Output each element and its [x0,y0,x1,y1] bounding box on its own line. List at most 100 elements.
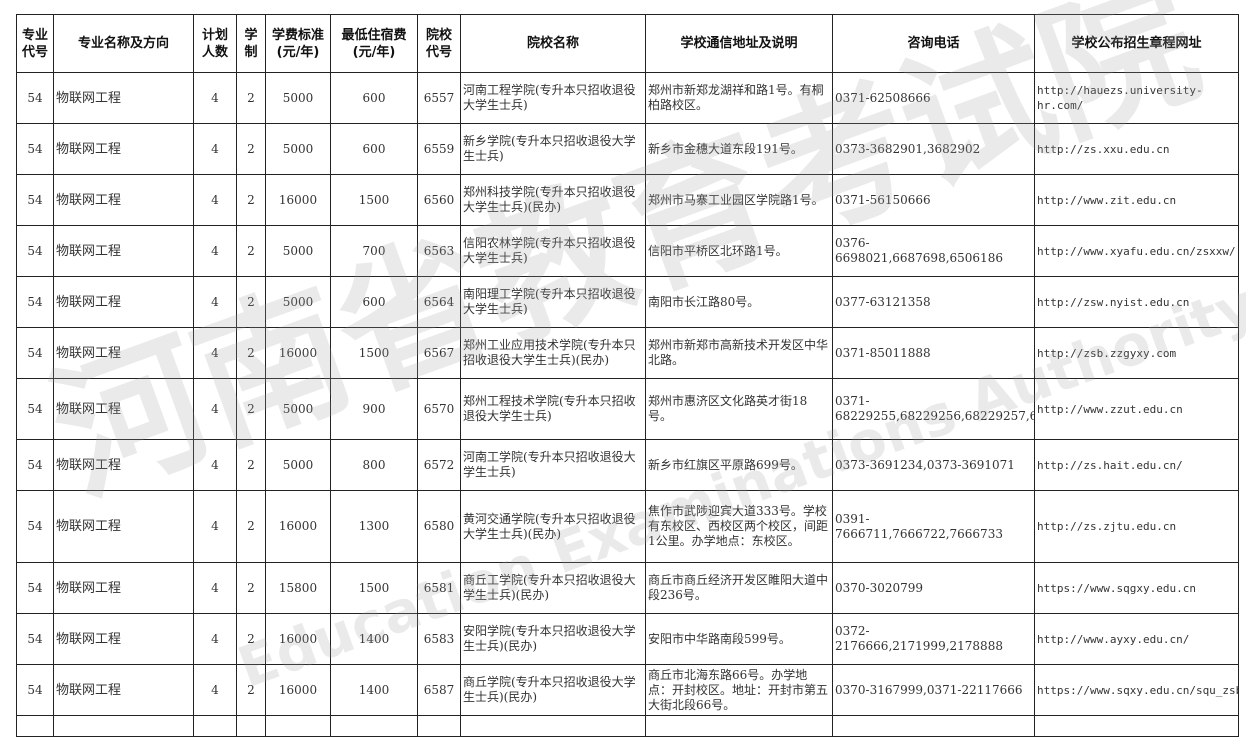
table-row-partial [16,715,1239,737]
major-name-cell: 物联网工程 [53,664,194,716]
phone-cell: 0371-68229255,68229256,68229257,68229258 [832,378,1035,440]
charter-url-cell[interactable]: http://hauezs.university-hr.com/ [1034,72,1239,124]
charter-url-cell[interactable]: https://www.sqgxy.edu.cn [1034,562,1239,614]
plan-count-cell: 4 [193,327,237,379]
address-cell: 郑州市惠济区文化路英才街18号。 [645,378,833,440]
lodging-fee-cell: 600 [330,72,418,124]
major-name-cell: 物联网工程 [53,174,194,226]
tuition-cell: 16000 [265,613,331,665]
school-name-cell: 南阳理工学院(专升本只招收退役大学生士兵) [460,276,646,328]
phone-cell: 0372-2176666,2171999,2178888 [832,613,1035,665]
empty-cell [16,715,54,737]
school-name-cell: 郑州科技学院(专升本只招收退役大学生士兵)(民办) [460,174,646,226]
table-row: 54 物联网工程 4 2 16000 1500 6560 郑州科技学院(专升本只招收退役大学生… [16,174,1239,226]
major-name-cell: 物联网工程 [53,490,194,563]
duration-cell: 2 [236,174,266,226]
admissions-table: 专业代号 专业名称及方向 计划人数 学制 学费标准(元/年) 最低住宿费(元/年) 院校代号… [16,14,1239,737]
school-code-cell: 6560 [417,174,461,226]
empty-cell [645,715,833,737]
major-name-cell: 物联网工程 [53,327,194,379]
empty-cell [330,715,418,737]
school-code-cell: 6559 [417,123,461,175]
charter-url-cell[interactable]: http://zsb.zzgyxy.com [1034,327,1239,379]
school-name-cell: 新乡学院(专升本只招收退役大学生士兵) [460,123,646,175]
address-cell: 商丘市北海东路66号。办学地点：开封校区。地址：开封市第五大街北段66号。 [645,664,833,716]
header-tuition: 学费标准(元/年) [265,14,331,73]
school-name-cell: 商丘学院(专升本只招收退役大学生士兵)(民办) [460,664,646,716]
school-code-cell: 6581 [417,562,461,614]
lodging-fee-cell: 1500 [330,562,418,614]
charter-url-cell[interactable]: http://www.ayxy.edu.cn/ [1034,613,1239,665]
empty-cell [1034,715,1239,737]
school-name-cell: 商丘工学院(专升本只招收退役大学生士兵)(民办) [460,562,646,614]
school-code-cell: 6580 [417,490,461,563]
charter-url-cell[interactable]: http://zsw.nyist.edu.cn [1034,276,1239,328]
phone-cell: 0371-85011888 [832,327,1035,379]
table-row: 54 物联网工程 4 2 5000 600 6559 新乡学院(专升本只招收退役大学生士兵) 新… [16,123,1239,175]
table-row: 54 物联网工程 4 2 5000 600 6557 河南工程学院(专升本只招收退役大学生士兵… [16,72,1239,124]
duration-cell: 2 [236,327,266,379]
lodging-fee-cell: 1500 [330,174,418,226]
lodging-fee-cell: 600 [330,276,418,328]
tuition-cell: 5000 [265,123,331,175]
lodging-fee-cell: 600 [330,123,418,175]
school-code-cell: 6563 [417,225,461,277]
lodging-fee-cell: 1400 [330,664,418,716]
header-school-code: 院校代号 [417,14,461,73]
charter-url-cell[interactable]: http://zs.hait.edu.cn/ [1034,439,1239,491]
empty-cell [236,715,266,737]
phone-cell: 0371-56150666 [832,174,1035,226]
charter-url-cell[interactable]: http://zs.zjtu.edu.cn [1034,490,1239,563]
duration-cell: 2 [236,664,266,716]
header-duration: 学制 [236,14,266,73]
tuition-cell: 15800 [265,562,331,614]
empty-cell [460,715,646,737]
address-cell: 信阳市平桥区北环路1号。 [645,225,833,277]
major-code-cell: 54 [16,174,54,226]
major-name-cell: 物联网工程 [53,562,194,614]
school-code-cell: 6570 [417,378,461,440]
major-code-cell: 54 [16,664,54,716]
phone-cell: 0370-3020799 [832,562,1035,614]
duration-cell: 2 [236,276,266,328]
table-row: 54 物联网工程 4 2 5000 600 6564 南阳理工学院(专升本只招收退役大学生士兵… [16,276,1239,328]
tuition-cell: 5000 [265,225,331,277]
plan-count-cell: 4 [193,123,237,175]
tuition-cell: 16000 [265,174,331,226]
address-cell: 郑州市新郑市高新技术开发区中华北路。 [645,327,833,379]
phone-cell: 0391-7666711,7666722,7666733 [832,490,1035,563]
major-code-cell: 54 [16,72,54,124]
school-name-cell: 信阳农林学院(专升本只招收退役大学生士兵) [460,225,646,277]
duration-cell: 2 [236,613,266,665]
major-name-cell: 物联网工程 [53,439,194,491]
header-phone: 咨询电话 [832,14,1035,73]
school-name-cell: 安阳学院(专升本只招收退役大学生士兵)(民办) [460,613,646,665]
phone-cell: 0377-63121358 [832,276,1035,328]
address-cell: 南阳市长江路80号。 [645,276,833,328]
table-row: 54 物联网工程 4 2 16000 1400 6587 商丘学院(专升本只招收退役大学生士兵… [16,664,1239,716]
table-row: 54 物联网工程 4 2 16000 1300 6580 黄河交通学院(专升本只招收退役大学生… [16,490,1239,563]
header-plan-count: 计划人数 [193,14,237,73]
major-code-cell: 54 [16,378,54,440]
charter-url-cell[interactable]: http://www.zit.edu.cn [1034,174,1239,226]
major-code-cell: 54 [16,490,54,563]
table-row: 54 物联网工程 4 2 5000 700 6563 信阳农林学院(专升本只招收退役大学生士兵… [16,225,1239,277]
school-name-cell: 郑州工程技术学院(专升本只招收退役大学生士兵) [460,378,646,440]
school-code-cell: 6587 [417,664,461,716]
duration-cell: 2 [236,562,266,614]
charter-url-cell[interactable]: http://zs.xxu.edu.cn [1034,123,1239,175]
address-cell: 焦作市武陟迎宾大道333号。学校有东校区、西校区两个校区，间距1公里。办学地点：… [645,490,833,563]
charter-url-cell[interactable]: http://www.zzut.edu.cn [1034,378,1239,440]
major-code-cell: 54 [16,562,54,614]
empty-cell [265,715,331,737]
charter-url-cell[interactable]: https://www.sqxy.edu.cn/squ_zsb/ [1034,664,1239,716]
tuition-cell: 16000 [265,664,331,716]
phone-cell: 0373-3682901,3682902 [832,123,1035,175]
plan-count-cell: 4 [193,225,237,277]
header-school-name: 院校名称 [460,14,646,73]
charter-url-cell[interactable]: http://www.xyafu.edu.cn/zsxxw/ [1034,225,1239,277]
table-row: 54 物联网工程 4 2 16000 1400 6583 安阳学院(专升本只招收退役大学生士兵… [16,613,1239,665]
major-code-cell: 54 [16,276,54,328]
lodging-fee-cell: 800 [330,439,418,491]
phone-cell: 0376-6698021,6687698,6506186 [832,225,1035,277]
